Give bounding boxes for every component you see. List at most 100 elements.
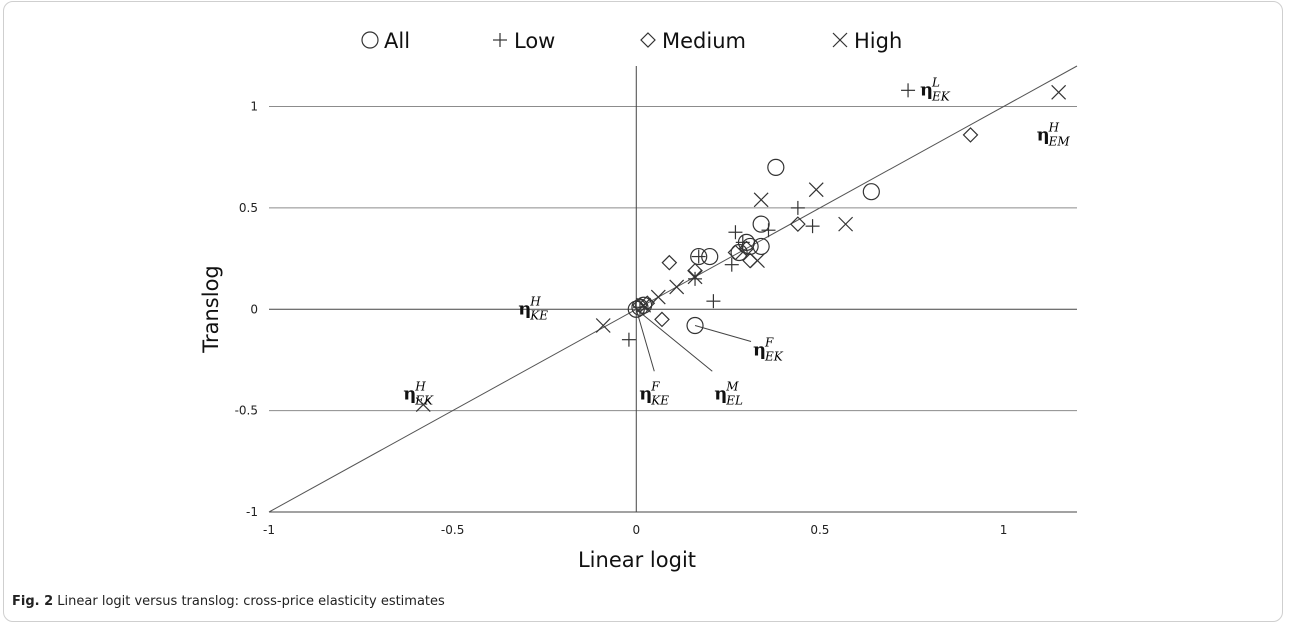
tick-labels: -1 -0.5 0 0.5 1 -1 -0.5 0 0.5 1 — [235, 100, 1008, 537]
figure-frame — [3, 1, 1283, 622]
x-tick-label: 1 — [1000, 523, 1008, 537]
data-point-cross — [687, 269, 703, 285]
marker-diamond — [654, 311, 670, 328]
legend-label: High — [854, 29, 902, 53]
data-point-cross — [415, 397, 431, 412]
data-point-diamond — [687, 262, 703, 279]
marker-cross-b — [808, 182, 824, 198]
legend-item-medium: Medium — [640, 29, 746, 53]
annotation-superscript: L — [931, 75, 940, 89]
marker-circle — [862, 183, 880, 201]
data-point-cross — [1051, 84, 1067, 100]
legend-label: Low — [514, 29, 555, 53]
marker-diamond — [640, 32, 656, 48]
data-point-circle — [767, 158, 785, 176]
legend-item-high: High — [832, 29, 902, 53]
annotation-superscript: H — [1048, 120, 1060, 134]
data-point-cross — [838, 216, 854, 232]
data-point-plus — [691, 249, 706, 264]
y-tick-label: -1 — [246, 505, 258, 519]
data-point-circle — [730, 243, 748, 262]
data-point-plus — [805, 219, 820, 234]
data-point-circle — [631, 298, 649, 316]
data-point-plus — [901, 83, 916, 98]
y-tick-label: 0 — [250, 302, 258, 316]
data-point-diamond — [738, 240, 755, 257]
marker-cross-b — [669, 279, 685, 295]
data-point-diamond — [654, 311, 670, 328]
data-point-circle — [752, 215, 770, 233]
marker-cross-b — [595, 318, 611, 333]
x-tick-label: 0 — [632, 523, 640, 537]
annotation-superscript: H — [529, 294, 541, 308]
data-point-cross — [669, 279, 685, 295]
gridlines — [269, 106, 1077, 412]
series-low — [621, 83, 916, 347]
reference-line — [268, 65, 1078, 513]
legend-item-all: All — [361, 29, 410, 53]
figure-caption-text: Linear logit versus translog: cross-pric… — [57, 594, 445, 609]
annotation-eta: η — [920, 79, 933, 100]
data-point-circle — [862, 183, 880, 201]
y-tick-label: 0.5 — [239, 201, 258, 215]
marker-cross-b — [687, 269, 703, 285]
x-tick-label: -0.5 — [441, 523, 464, 537]
marker-diamond — [687, 262, 703, 279]
marker-diamond — [790, 216, 806, 232]
legend-label: All — [384, 29, 410, 53]
data-point-cross — [636, 297, 652, 313]
marker-circle — [686, 316, 704, 335]
marker-circle — [730, 243, 748, 262]
annotation-subscript: EK — [764, 349, 784, 363]
leader-lines — [635, 308, 752, 372]
data-point-cross — [753, 192, 769, 208]
annotation-subscript: EK — [931, 89, 951, 103]
annotation-eta: η — [714, 383, 727, 404]
data-point-cross — [750, 253, 765, 269]
series-all — [627, 158, 880, 335]
marker-cross-b — [1051, 84, 1067, 100]
leader-line — [635, 308, 713, 372]
marker-cross-b — [636, 297, 652, 313]
data-point-diamond — [962, 127, 979, 143]
annotation-eta: η — [1037, 124, 1050, 145]
marker-cross-b — [838, 216, 854, 232]
marker-diamond — [661, 254, 678, 271]
marker-cross-b — [832, 32, 848, 48]
data-point-plus — [706, 294, 721, 309]
marker-diamond — [632, 297, 648, 314]
annotation-superscript: F — [764, 335, 774, 349]
legend-marker — [361, 31, 379, 49]
series-high — [415, 84, 1067, 412]
data-point-diamond — [661, 254, 678, 271]
axes — [269, 66, 1077, 513]
legend-label: Medium — [662, 29, 746, 53]
data-point-diamond — [639, 295, 656, 312]
marker-circle — [690, 247, 708, 266]
marker-cross-b — [650, 289, 666, 305]
data-point-cross — [650, 289, 666, 305]
annotation-subscript: EM — [1048, 134, 1071, 148]
legend-marker — [493, 33, 507, 47]
data-point-plus — [761, 223, 776, 238]
data-point-plus — [688, 271, 703, 286]
y-axis-title: Translog — [199, 265, 223, 354]
marker-circle — [631, 298, 649, 316]
marker-circle — [361, 31, 379, 49]
data-point-plus — [724, 257, 739, 272]
x-tick-label: -1 — [263, 523, 275, 537]
marker-diamond — [742, 252, 758, 269]
annotation-eta: η — [753, 339, 766, 360]
annotation-subscript: EK — [414, 394, 434, 408]
marker-diamond — [639, 295, 656, 312]
marker-cross-b — [415, 397, 431, 412]
marker-circle — [767, 158, 785, 176]
